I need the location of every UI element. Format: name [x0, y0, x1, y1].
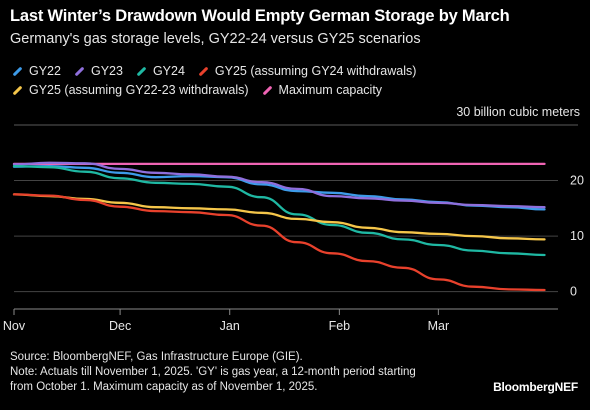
- legend-item-gy24: GY24: [136, 62, 185, 81]
- x-tick-label-dec: Dec: [109, 319, 131, 333]
- footnote-line-2: from October 1. Maximum capacity as of N…: [10, 381, 318, 393]
- legend-label-gy23: GY23: [90, 64, 123, 78]
- y-axis-unit-label: 30 billion cubic meters: [456, 105, 580, 119]
- legend-item-gy23: GY23: [74, 62, 123, 81]
- legend-label-gy25-gy22-23: GY25 (assuming GY22-23 withdrawals): [29, 83, 249, 97]
- legend-item-gy25-gy24: GY25 (assuming GY24 withdrawals): [198, 62, 416, 81]
- series-line-gy25-assuming-gy22-23-withdrawals: [12, 193, 546, 241]
- x-tick-label-mar: Mar: [428, 319, 450, 333]
- legend-row-1: GY22 GY23 GY24 GY25 (assuming GY24 withd…: [12, 62, 572, 81]
- x-tick-label-feb: Feb: [329, 319, 351, 333]
- chart-subtitle: Germany's gas storage levels, GY22-24 ve…: [10, 31, 421, 47]
- legend-label-gy25-gy24: GY25 (assuming GY24 withdrawals): [214, 64, 417, 78]
- chart-legend: GY22 GY23 GY24 GY25 (assuming GY24 withd…: [12, 62, 572, 100]
- source-note: Source: BloombergNEF, Gas Infrastructure…: [10, 351, 303, 363]
- x-tick-label-jan: Jan: [220, 319, 240, 333]
- legend-row-2: GY25 (assuming GY22-23 withdrawals) Maxi…: [12, 81, 572, 100]
- series-line-gy23: [12, 161, 546, 209]
- legend-item-max-capacity: Maximum capacity: [262, 81, 383, 100]
- chart-title: Last Winter’s Drawdown Would Empty Germa…: [10, 7, 510, 25]
- y-tick-label-20: 20: [570, 174, 584, 188]
- legend-item-gy22: GY22: [12, 62, 61, 81]
- y-tick-label-10: 10: [570, 229, 584, 243]
- footnote-line-1: Note: Actuals till November 1, 2025. 'GY…: [10, 366, 416, 378]
- series-line-gy24: [12, 164, 546, 257]
- chart-footer: Source: BloombergNEF, Gas Infrastructure…: [10, 350, 416, 395]
- y-tick-label-0: 0: [570, 285, 577, 299]
- legend-label-gy22: GY22: [29, 64, 61, 78]
- legend-label-max-capacity: Maximum capacity: [278, 83, 383, 97]
- x-tick-label-nov: Nov: [3, 319, 26, 333]
- series-line-gy25-assuming-gy24-withdrawals: [12, 193, 546, 292]
- brand-logo-text: BloombergNEF: [493, 380, 578, 394]
- legend-label-gy24: GY24: [152, 64, 185, 78]
- legend-item-gy25-gy22-23: GY25 (assuming GY22-23 withdrawals): [12, 81, 249, 100]
